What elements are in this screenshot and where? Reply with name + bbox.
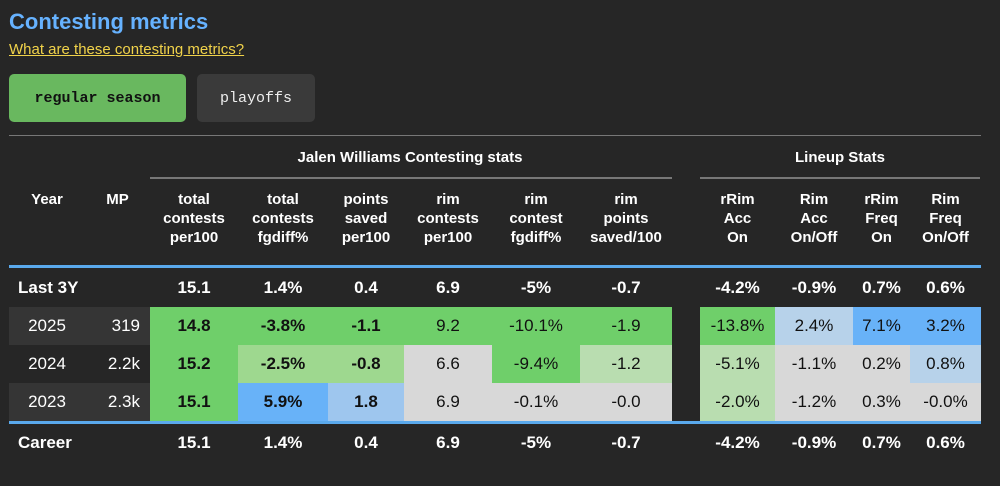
cell-total-contests-fgdiff: 1.4%: [263, 278, 303, 297]
cell-rrim-freq-on: 0.3%: [853, 383, 910, 421]
cell-rim-points-saved: -1.2: [580, 345, 672, 383]
row-mp: [85, 269, 150, 307]
cell-rim-points-saved: -0.7: [611, 278, 641, 297]
cell-rim-contest-fgdiff: -5%: [520, 433, 552, 452]
cell-rrim-acc-on: -4.2%: [715, 278, 760, 297]
cell-rim-contests-per100: 6.9: [436, 433, 460, 452]
row-mp: 319: [111, 316, 140, 335]
cell-rrim-freq-on: 0.7%: [862, 433, 901, 452]
cell-total-contests-fgdiff: -3.8%: [238, 307, 328, 345]
cell-rim-contests-per100: 9.2: [404, 307, 492, 345]
cell-rrim-acc-on: -2.0%: [700, 383, 775, 421]
cell-total-contests-fgdiff: 5.9%: [238, 383, 328, 421]
cell-total-contests-per100: 15.1: [177, 433, 211, 452]
cell-rim-contest-fgdiff: -9.4%: [492, 345, 580, 383]
cell-rim-contests-per100: 6.9: [436, 278, 460, 297]
column-header-rrim-freq-on[interactable]: rRim Freq On: [864, 191, 899, 246]
cell-points-saved-per100: 0.4: [354, 278, 378, 297]
cell-rim-points-saved: -0.0: [580, 383, 672, 421]
cell-points-saved-per100: -1.1: [328, 307, 404, 345]
row-year: Career: [18, 433, 72, 452]
cell-rim-freq-onoff: 0.6%: [926, 433, 965, 452]
cell-points-saved-per100: 0.4: [354, 433, 378, 452]
cell-rrim-acc-on: -5.1%: [700, 345, 775, 383]
cell-rim-acc-onoff: -0.9%: [791, 278, 837, 297]
column-header-total-contests-fgdiff[interactable]: total contests fgdiff%: [252, 191, 314, 246]
cell-rim-contests-per100: 6.9: [404, 383, 492, 421]
row-mp: 2.2k: [107, 354, 140, 373]
column-header-rim-contests-per100[interactable]: rim contests per100: [417, 191, 479, 246]
row-year: 2024: [28, 354, 66, 373]
cell-rrim-freq-on: 0.2%: [853, 345, 910, 383]
cell-rim-acc-onoff: -1.2%: [775, 383, 853, 421]
lineup-group-underline: [700, 177, 980, 179]
cell-total-contests-per100: 15.1: [177, 278, 211, 297]
cell-rim-freq-onoff: 0.6%: [926, 278, 965, 297]
player-stats-group-header: Jalen Williams Contesting stats: [297, 149, 523, 166]
row-mp: 2.3k: [107, 392, 140, 411]
row-year: 2023: [28, 392, 66, 411]
column-header-rim-acc-onoff[interactable]: Rim Acc On/Off: [790, 191, 838, 246]
help-link[interactable]: What are these contesting metrics?: [9, 41, 245, 58]
column-header-mp[interactable]: MP: [106, 191, 129, 208]
cell-rim-contest-fgdiff: -0.1%: [492, 383, 580, 421]
cell-rim-contest-fgdiff: -10.1%: [492, 307, 580, 345]
cell-rrim-acc-on: -4.2%: [715, 433, 760, 452]
cell-total-contests-fgdiff: -2.5%: [238, 345, 328, 383]
cell-rrim-acc-on: -13.8%: [700, 307, 775, 345]
cell-total-contests-per100: 15.1: [150, 383, 238, 421]
cell-rim-acc-onoff: -0.9%: [791, 433, 837, 452]
column-header-rrim-acc-on[interactable]: rRim Acc On: [720, 191, 755, 246]
page-title: Contesting metrics: [9, 9, 209, 34]
cell-rim-acc-onoff: -1.1%: [775, 345, 853, 383]
row-mp: [85, 424, 150, 462]
cell-total-contests-per100: 14.8: [150, 307, 238, 345]
column-header-points-saved-per100[interactable]: points saved per100: [341, 191, 391, 246]
row-year: Last 3Y: [18, 278, 79, 297]
cell-rim-freq-onoff: 0.8%: [910, 345, 981, 383]
cell-rim-points-saved: -1.9: [580, 307, 672, 345]
cell-rim-contest-fgdiff: -5%: [520, 278, 552, 297]
table-top-divider: [9, 135, 981, 136]
cell-total-contests-per100: 15.2: [150, 345, 238, 383]
column-header-rim-freq-onoff[interactable]: Rim Freq On/Off: [922, 191, 969, 246]
header-bottom-divider: [9, 265, 981, 268]
column-header-rim-contest-fgdiff[interactable]: rim contest fgdiff%: [509, 191, 563, 246]
cell-rim-contests-per100: 6.6: [404, 345, 492, 383]
column-header-total-contests-per100[interactable]: total contests per100: [163, 191, 225, 246]
playoffs-button[interactable]: playoffs: [197, 74, 315, 122]
cell-points-saved-per100: 1.8: [328, 383, 404, 421]
cell-rim-freq-onoff: 3.2%: [910, 307, 981, 345]
cell-rim-acc-onoff: 2.4%: [775, 307, 853, 345]
player-group-underline: [150, 177, 672, 179]
cell-points-saved-per100: -0.8: [328, 345, 404, 383]
cell-rim-freq-onoff: -0.0%: [910, 383, 981, 421]
row-year: 2025: [28, 316, 66, 335]
cell-total-contests-fgdiff: 1.4%: [263, 433, 303, 452]
column-header-year[interactable]: Year: [31, 191, 63, 208]
column-header-rim-points-saved[interactable]: rim points saved/100: [590, 191, 662, 246]
cell-rrim-freq-on: 7.1%: [853, 307, 910, 345]
regular-season-button[interactable]: regular season: [9, 74, 186, 122]
lineup-stats-group-header: Lineup Stats: [794, 149, 885, 166]
career-top-divider: [9, 421, 981, 424]
cell-rrim-freq-on: 0.7%: [862, 278, 901, 297]
cell-rim-points-saved: -0.7: [611, 433, 641, 452]
